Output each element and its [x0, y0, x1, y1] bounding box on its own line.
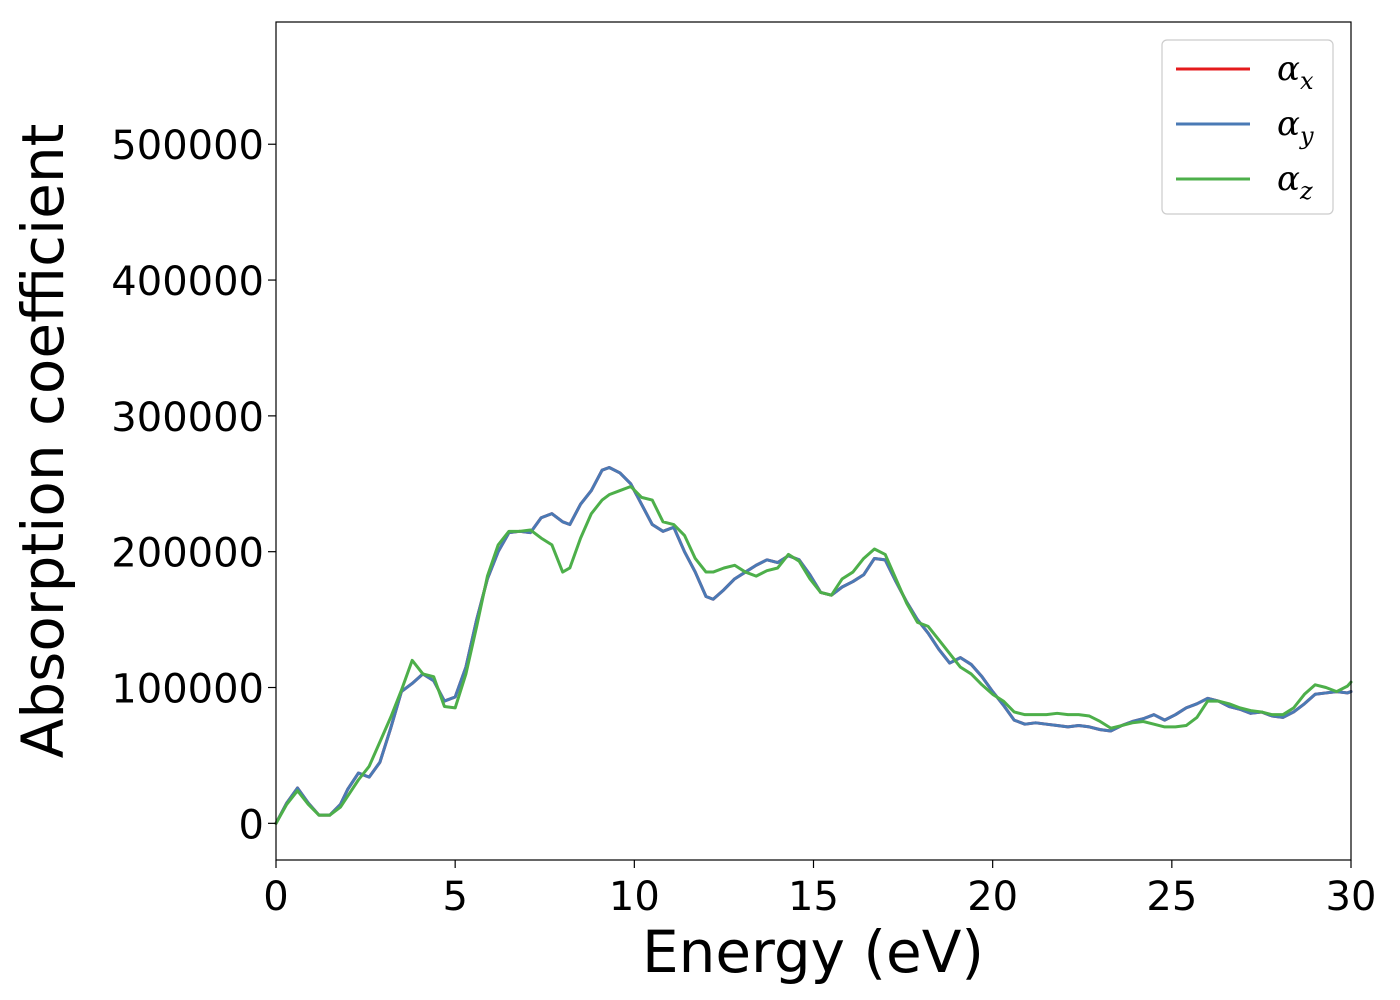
x-axis-label: Energy (eV): [642, 918, 984, 986]
plot-frame: [275, 21, 1352, 861]
series-line-y: [274, 465, 1353, 825]
x-tick-label: 25: [1146, 874, 1197, 920]
series-layer: [274, 465, 1353, 825]
y-tick-label: 500000: [111, 123, 264, 169]
y-tick-label: 0: [239, 802, 264, 848]
y-ticks: 0 100000 200000 300000 400000 500000: [111, 123, 276, 848]
y-tick-label: 300000: [111, 395, 264, 441]
x-tick-label: 10: [609, 874, 660, 920]
series-line-z: [274, 485, 1353, 825]
x-tick-label: 0: [263, 874, 288, 920]
x-tick-label: 15: [788, 874, 839, 920]
x-tick-label: 5: [442, 874, 467, 920]
y-tick-label: 100000: [111, 667, 264, 713]
y-tick-label: 400000: [111, 259, 264, 305]
x-ticks: 0 5 10 15 20 25 30: [263, 860, 1376, 920]
x-tick-label: 30: [1326, 874, 1377, 920]
legend-frame: [1161, 39, 1334, 215]
y-tick-label: 200000: [111, 531, 264, 577]
x-tick-label: 20: [967, 874, 1018, 920]
y-axis-label: Absorption coefficient: [9, 124, 77, 759]
